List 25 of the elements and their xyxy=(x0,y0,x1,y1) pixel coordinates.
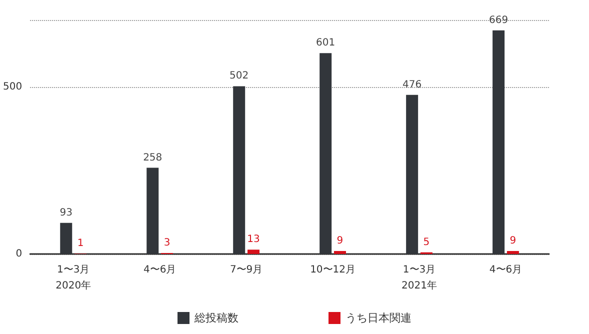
x-tick-label: 1〜3月 2021年 xyxy=(402,264,437,292)
data-label: 9 xyxy=(510,235,516,246)
data-label: 502 xyxy=(230,70,249,82)
x-tick-label: 4〜6月 xyxy=(143,264,176,276)
bar xyxy=(334,250,346,254)
data-label: 13 xyxy=(247,234,260,246)
bar xyxy=(248,250,260,254)
data-label: 258 xyxy=(143,152,162,164)
legend-label: 総投稿数 xyxy=(194,312,238,324)
bar xyxy=(506,250,519,254)
x-tick-label: 4〜6月 xyxy=(489,264,522,276)
x-tick-label: 1〜3月 2020年 xyxy=(56,264,92,292)
legend-label: うち日本関連 xyxy=(346,312,412,324)
data-label: 601 xyxy=(316,38,336,49)
x-tick-label: 7〜9月 xyxy=(230,264,263,276)
x-tick-label: 10〜12月 xyxy=(310,264,356,276)
data-label: 93 xyxy=(60,207,72,218)
data-label: 1 xyxy=(77,238,84,250)
data-label: 9 xyxy=(336,235,344,246)
y-tick-label: 0 xyxy=(16,248,22,260)
data-label: 3 xyxy=(164,237,170,248)
data-label: 669 xyxy=(489,14,508,26)
data-label: 5 xyxy=(423,236,430,248)
data-label: 476 xyxy=(402,79,422,90)
y-tick-label: 500 xyxy=(2,81,22,92)
